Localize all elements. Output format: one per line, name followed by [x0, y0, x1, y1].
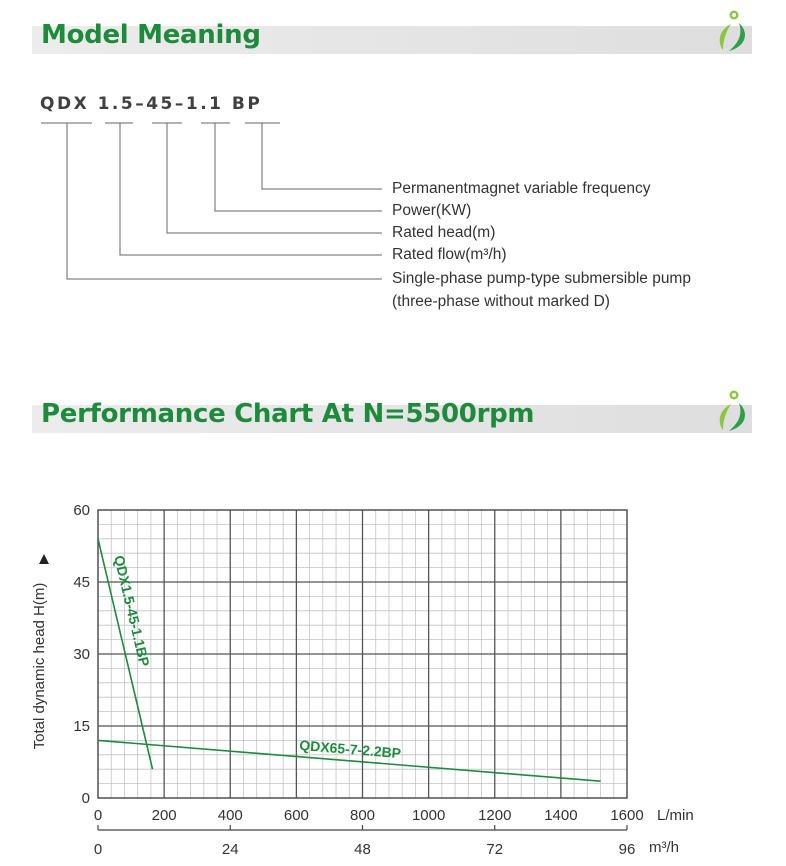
leaf-logo-icon: [719, 10, 745, 51]
leader-bp: [261, 123, 382, 190]
desc-head: Rated head(m): [392, 224, 496, 241]
performance-chart-title: Performance Chart At N=5500rpm: [41, 399, 535, 429]
leaf-logo-icon: [719, 390, 745, 431]
chart-axes: [97, 509, 628, 831]
y-tick-label: 60: [73, 502, 90, 519]
desc-flow: Rated flow(m³/h): [392, 246, 507, 263]
x-tick-label: 1200: [478, 807, 511, 824]
y-tick-label: 15: [73, 718, 90, 735]
secondary-x-tick-label: 24: [222, 841, 239, 858]
y-axis-arrow-icon: [39, 554, 49, 564]
desc-power: Power(KW): [392, 202, 472, 219]
x-tick-label: 1000: [412, 807, 445, 824]
plot-frame: [97, 509, 628, 799]
leader-qdx: [66, 123, 382, 280]
desc-pump-type: Single-phase pump-type submersible pump: [392, 270, 691, 287]
chart-labels: L/min m³/h Total dynamic head H(m): [31, 554, 694, 856]
secondary-x-tick-label: 72: [486, 841, 503, 858]
secondary-x-tick-label: 48: [354, 841, 371, 858]
y-tick-label: 30: [73, 646, 90, 663]
leader-flow: [119, 123, 382, 256]
chart-grid: [98, 510, 627, 798]
y-tick-label: 45: [73, 574, 90, 591]
x-tick-label: 1400: [544, 807, 577, 824]
x-tick-label: 800: [350, 807, 375, 824]
y-axis-label: Total dynamic head H(m): [31, 583, 48, 750]
desc-frequency: Permanentmagnet variable frequency: [392, 180, 651, 197]
series-line: [97, 739, 601, 782]
model-meaning-title: Model Meaning: [41, 20, 261, 50]
leader-head: [166, 123, 382, 234]
x-tick-label: 600: [284, 807, 309, 824]
y-tick-label: 0: [82, 790, 90, 807]
secondary-x-axis-label: m³/h: [649, 839, 679, 856]
performance-chart-header: Performance Chart At N=5500rpm: [32, 399, 752, 433]
x-tick-label: 200: [152, 807, 177, 824]
x-tick-label: 1600: [610, 807, 643, 824]
x-tick-label: 0: [94, 807, 102, 824]
x-tick-label: 400: [218, 807, 243, 824]
desc-three-phase: (three-phase without marked D): [392, 293, 610, 310]
secondary-x-tick-label: 96: [619, 841, 636, 858]
model-meaning-connectors: [41, 122, 382, 280]
series-line: [97, 538, 154, 770]
leader-power: [214, 123, 382, 212]
x-axis-label: L/min: [657, 807, 694, 824]
model-code: QDX 1.5–45–1.1 BP: [40, 94, 263, 114]
secondary-x-tick-label: 0: [94, 841, 102, 858]
model-meaning-header: Model Meaning: [32, 20, 752, 54]
